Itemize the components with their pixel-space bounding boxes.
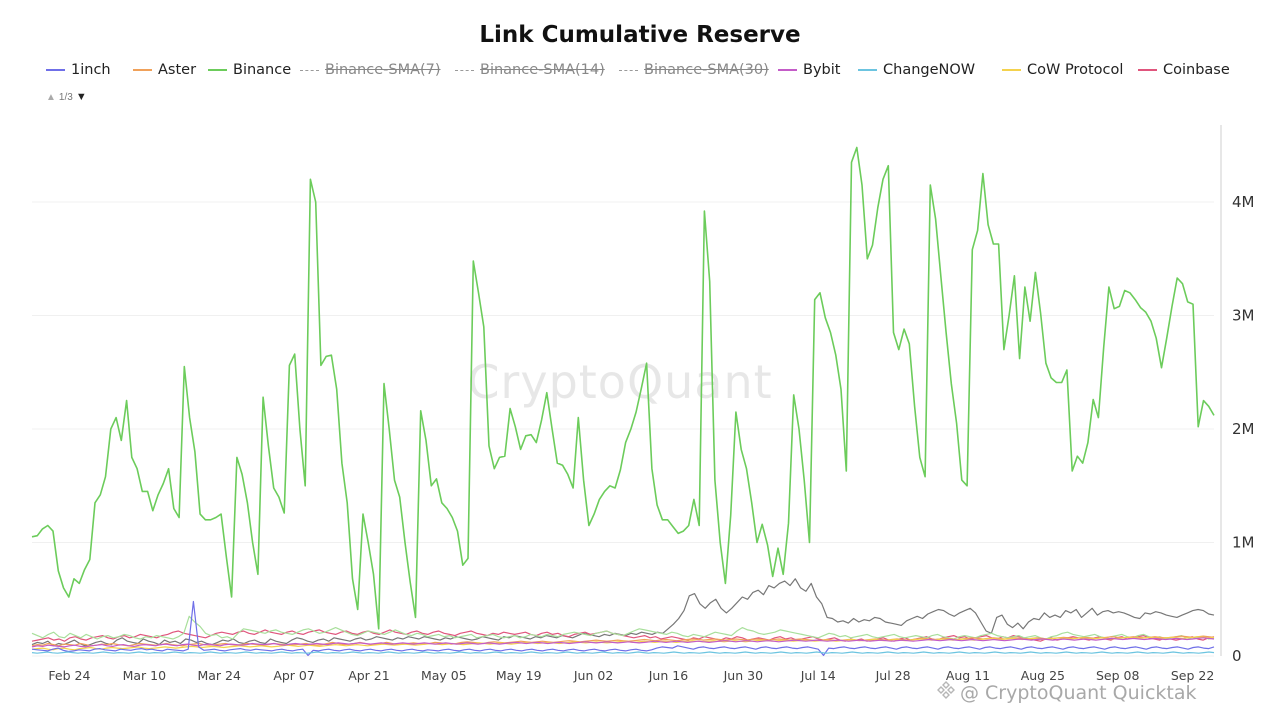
legend-label: Binance (233, 62, 292, 78)
x-tick-label: Jun 02 (573, 668, 613, 683)
cryptoquant-watermark: CryptoQuant (467, 355, 773, 409)
series-line-bybit[interactable] (31, 637, 1215, 648)
x-tick-label: Jul 28 (875, 668, 911, 683)
y-tick-label: 4M (1232, 193, 1255, 211)
grid-lines (32, 201, 1214, 657)
legend-item-binance[interactable]: Binance (208, 62, 291, 78)
series-line-binance-light[interactable] (31, 615, 1215, 640)
x-tick-label: Jul 14 (800, 668, 836, 683)
legend-swatch (300, 69, 319, 71)
series-line-1inch[interactable] (31, 600, 1215, 656)
legend-swatch (46, 69, 65, 71)
legend-label: CoW Protocol (1027, 62, 1124, 78)
legend-swatch (1002, 69, 1021, 71)
binance-logo-icon (936, 680, 956, 705)
legend-page-up-icon[interactable]: ▲ (46, 91, 56, 103)
y-tick-label: 1M (1232, 534, 1255, 552)
legend-label: Aster (158, 62, 197, 78)
x-tick-label: Aug 11 (946, 668, 990, 683)
legend-item-binance-sma-14[interactable]: Binance-SMA(14) (455, 62, 605, 78)
chart-title: Link Cumulative Reserve (479, 22, 801, 48)
legend-item-aster[interactable]: Aster (133, 62, 196, 78)
series-lines (31, 146, 1215, 656)
x-tick-label: Feb 24 (48, 668, 90, 683)
legend-page-indicator: 1/3 (58, 91, 73, 103)
legend-label: Binance-SMA(30) (644, 62, 769, 78)
x-tick-label: Mar 24 (197, 668, 241, 683)
x-tick-label: Apr 21 (348, 668, 390, 683)
x-tick-label: Aug 25 (1021, 668, 1065, 683)
y-tick-label: 3M (1232, 307, 1255, 325)
legend-swatch (455, 69, 474, 71)
legend-item-coinbase[interactable]: Coinbase (1138, 62, 1230, 78)
x-tick-label: May 05 (421, 668, 467, 683)
series-line-binance[interactable] (31, 146, 1215, 630)
x-tick-label: Sep 08 (1096, 668, 1139, 683)
x-tick-label: Jun 16 (648, 668, 688, 683)
legend-swatch (858, 69, 877, 71)
legend-item-binance-sma-30[interactable]: Binance-SMA(30) (619, 62, 769, 78)
footer-watermark: @ CryptoQuant Quicktak (936, 680, 1197, 705)
x-tick-label: May 19 (496, 668, 542, 683)
legend-item-binance-sma-7[interactable]: Binance-SMA(7) (300, 62, 441, 78)
legend-item-changenow[interactable]: ChangeNOW (858, 62, 975, 78)
y-tick-label: 0 (1232, 647, 1242, 665)
x-tick-label: Jun 30 (723, 668, 763, 683)
x-axis: Feb 24 Mar 10 Mar 24 Apr 07 Apr 21 May 05 May … (48, 668, 1214, 683)
legend-label: Binance-SMA(14) (480, 62, 605, 78)
legend-item-1inch[interactable]: 1inch (46, 62, 111, 78)
x-tick-label: Mar 10 (123, 668, 167, 683)
legend-swatch (133, 69, 152, 71)
chart-legend: 1inch Aster Binance Binance-SMA(7) Binance-S… (46, 62, 1246, 84)
y-axis: 0 1M 2M 3M 4M (1220, 125, 1255, 665)
legend-label: Bybit (803, 62, 841, 78)
x-tick-label: Apr 07 (273, 668, 315, 683)
legend-label: Binance-SMA(7) (325, 62, 441, 78)
legend-label: Coinbase (1163, 62, 1230, 78)
legend-item-bybit[interactable]: Bybit (778, 62, 840, 78)
legend-swatch (619, 69, 638, 71)
series-line-changenow[interactable] (31, 651, 1215, 654)
legend-pager: ▲ 1/3 ▼ (46, 91, 87, 103)
y-tick-label: 2M (1232, 420, 1255, 438)
legend-swatch (208, 69, 227, 71)
x-tick-label: Sep 22 (1171, 668, 1214, 683)
legend-swatch (1138, 69, 1157, 71)
footer-watermark-text: @ CryptoQuant Quicktak (960, 681, 1197, 704)
legend-page-down-icon[interactable]: ▼ (75, 91, 87, 103)
legend-item-cow-protocol[interactable]: CoW Protocol (1002, 62, 1123, 78)
legend-label: ChangeNOW (883, 62, 976, 78)
legend-label: 1inch (71, 62, 111, 78)
legend-swatch (778, 69, 797, 71)
